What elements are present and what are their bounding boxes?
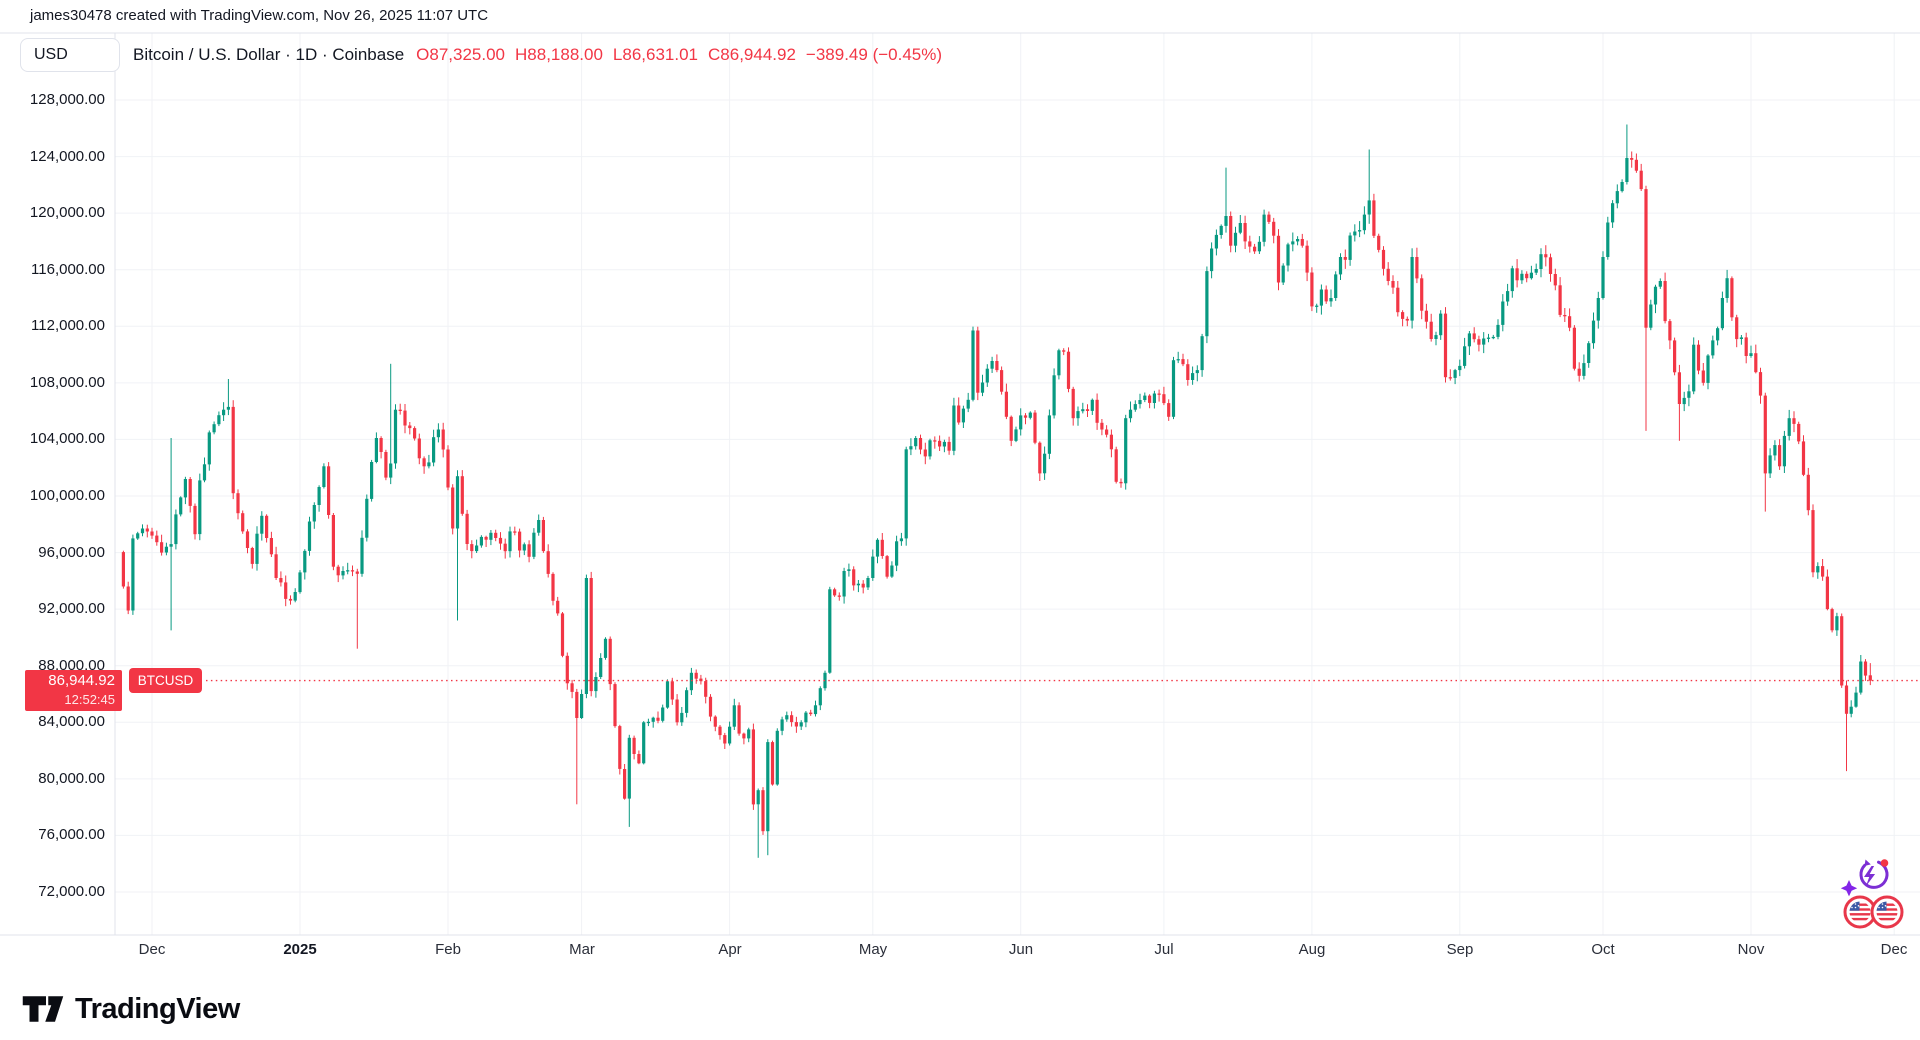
last-price-value: 86,944.92 — [48, 672, 115, 689]
time-scale-label: Aug — [1298, 941, 1326, 958]
price-scale-label: 124,000.00 — [29, 148, 105, 165]
event-markers[interactable] — [1840, 854, 1920, 936]
notification-dot — [1880, 859, 1889, 867]
attribution-text: james30478 created with TradingView.com,… — [30, 7, 489, 24]
time-scale-label: Apr — [718, 941, 742, 958]
time-scale-label: Dec — [1880, 941, 1908, 958]
last-price-label: 86,944.92 12:52:45 — [25, 670, 122, 711]
watermark-text: TradingView — [75, 992, 240, 1025]
price-scale-label: 72,000.00 — [38, 883, 105, 900]
price-scale-label: 88,000.00 — [38, 657, 105, 674]
price-scale-label: 100,000.00 — [29, 487, 105, 504]
time-scale-label: Dec — [138, 941, 166, 958]
ohlc-low: L86,631.01 — [612, 45, 699, 64]
time-scale-label: Feb — [435, 941, 461, 958]
bar-countdown: 12:52:45 — [64, 692, 115, 707]
time-scale-label: Jun — [1008, 941, 1034, 958]
time-scale-label: May — [858, 941, 888, 958]
price-scale-label: 76,000.00 — [38, 826, 105, 843]
time-scale[interactable]: Dec 2025 Feb Mar Apr May Jun Jul Aug Sep Oct Nov Dec — [0, 935, 1920, 975]
ohlc-close: C86,944.92 — [708, 45, 796, 64]
tradingview-logo — [22, 996, 64, 1022]
symbol-badge-label: BTCUSD — [137, 673, 194, 688]
symbol-badge: BTCUSD — [129, 668, 202, 693]
price-scale-label: 104,000.00 — [29, 430, 105, 447]
price-scale-label: 80,000.00 — [38, 770, 105, 787]
price-scale-label: 116,000.00 — [31, 261, 105, 278]
price-scale-label: 112,000.00 — [31, 317, 105, 334]
price-scale-label: 84,000.00 — [38, 713, 105, 730]
us-flag-icon[interactable] — [1843, 895, 1877, 929]
time-scale-label: Sep — [1446, 941, 1474, 958]
price-scale-label: 120,000.00 — [29, 204, 105, 221]
price-scale-label: 92,000.00 — [38, 600, 105, 617]
lightning-circular-arrow-icon[interactable] — [1859, 859, 1889, 889]
currency-button-label: USD — [34, 46, 68, 63]
ohlc-high: H88,188.00 — [515, 45, 603, 64]
time-scale-label: Mar — [569, 941, 595, 958]
currency-button[interactable]: USD — [20, 38, 120, 72]
ohlc-open: O87,325.00 — [416, 45, 506, 64]
price-scale[interactable]: 128,000.00 124,000.00 120,000.00 116,000.00… — [0, 0, 105, 1040]
price-scale-label: 96,000.00 — [38, 544, 105, 561]
ohlc-change: −389.49 (−0.45%) — [805, 45, 943, 64]
time-scale-label: Oct — [1591, 941, 1615, 958]
price-scale-label: 108,000.00 — [29, 374, 105, 391]
price-scale-label: 128,000.00 — [29, 91, 105, 108]
chart-legend: Bitcoin / U.S. Dollar · 1D · Coinbase O8… — [133, 38, 952, 72]
time-scale-label: Jul — [1154, 941, 1174, 958]
us-flag-icon[interactable] — [1870, 895, 1904, 929]
tradingview-watermark[interactable]: TradingView — [22, 992, 240, 1026]
time-scale-label: Nov — [1737, 941, 1765, 958]
time-scale-label: 2025 — [283, 941, 317, 958]
sparkle-icon — [1840, 880, 1858, 897]
symbol-title[interactable]: Bitcoin / U.S. Dollar · 1D · Coinbase — [133, 45, 405, 64]
